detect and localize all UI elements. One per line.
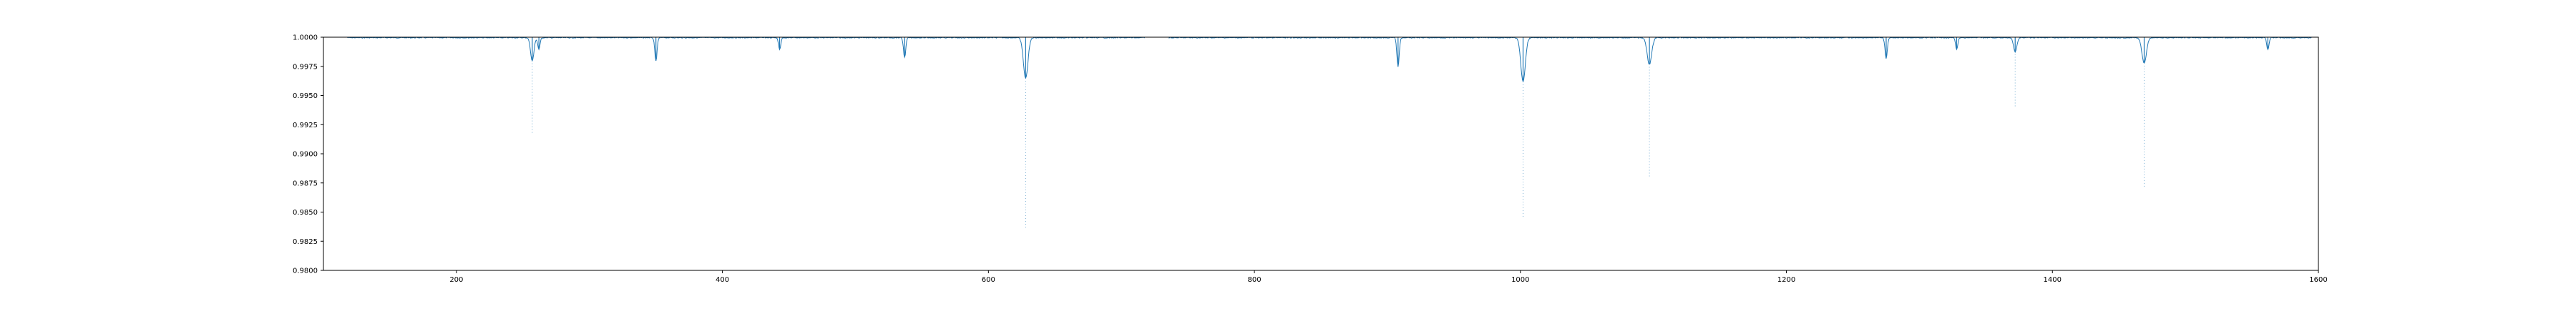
- x-tick-label: 1600: [2309, 276, 2327, 284]
- y-axis: 0.9800 0.9825 0.9850 0.9875 0.9900 0.9925 0.99…: [293, 34, 323, 275]
- x-tick-label: 1200: [1777, 276, 1795, 284]
- flux-series: [347, 36, 2312, 230]
- x-tick-label: 800: [1248, 276, 1262, 284]
- y-tick-label: 0.9925: [293, 122, 318, 129]
- y-tick-label: 0.9900: [293, 151, 318, 159]
- x-tick-label: 200: [449, 276, 463, 284]
- flux-line-segment: [1169, 36, 2312, 83]
- y-tick-label: 0.9875: [293, 180, 318, 187]
- x-axis: 200 400 600 800 1000 1200 1400 1600: [449, 270, 2328, 284]
- y-tick-label: 0.9800: [293, 268, 318, 275]
- x-tick-label: 600: [982, 276, 995, 284]
- x-tick-label: 400: [716, 276, 729, 284]
- x-tick-label: 1400: [2044, 276, 2062, 284]
- y-tick-label: 0.9825: [293, 238, 318, 246]
- y-tick-label: 0.9850: [293, 209, 318, 217]
- y-tick-label: 1.0000: [293, 34, 318, 42]
- y-tick-label: 0.9950: [293, 92, 318, 100]
- flux-line-segment: [347, 36, 1145, 79]
- plot-frame: [323, 36, 2319, 271]
- x-tick-label: 1000: [1511, 276, 1529, 284]
- y-tick-label: 0.9975: [293, 63, 318, 71]
